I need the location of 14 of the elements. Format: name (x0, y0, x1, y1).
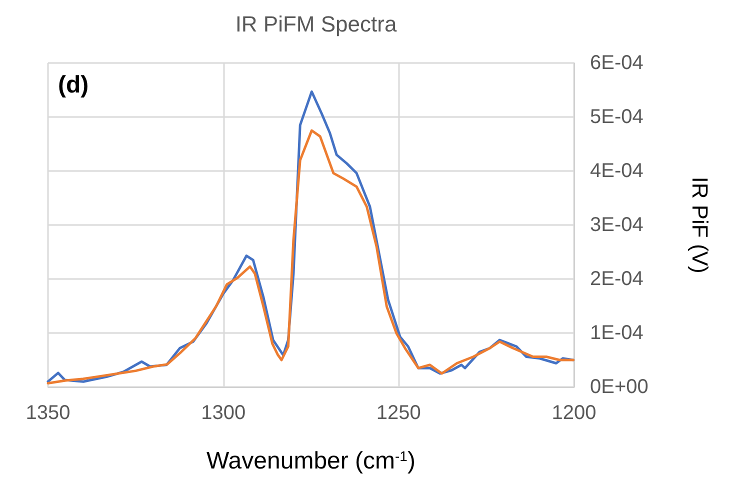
x-tick-label: 1250 (376, 402, 421, 424)
y-axis-title: IR PiF (V) (688, 176, 712, 274)
y-tick-label: 4E-04 (590, 160, 644, 182)
y-tick-label: 5E-04 (590, 106, 644, 128)
y-tick-label: 3E-04 (590, 214, 644, 236)
annotation: (d) (58, 72, 89, 98)
x-tick-label: 1200 (552, 402, 596, 424)
x-tick-label: 1350 (26, 402, 70, 424)
x-tick-label: 1300 (201, 402, 246, 424)
y-tick-label: 6E-04 (590, 52, 644, 74)
chart-title: IR PiFM Spectra (235, 12, 398, 36)
y-tick-label: 2E-04 (590, 268, 644, 290)
y-tick-label: 0E+00 (590, 376, 648, 398)
y-tick-label: 1E-04 (590, 322, 644, 344)
